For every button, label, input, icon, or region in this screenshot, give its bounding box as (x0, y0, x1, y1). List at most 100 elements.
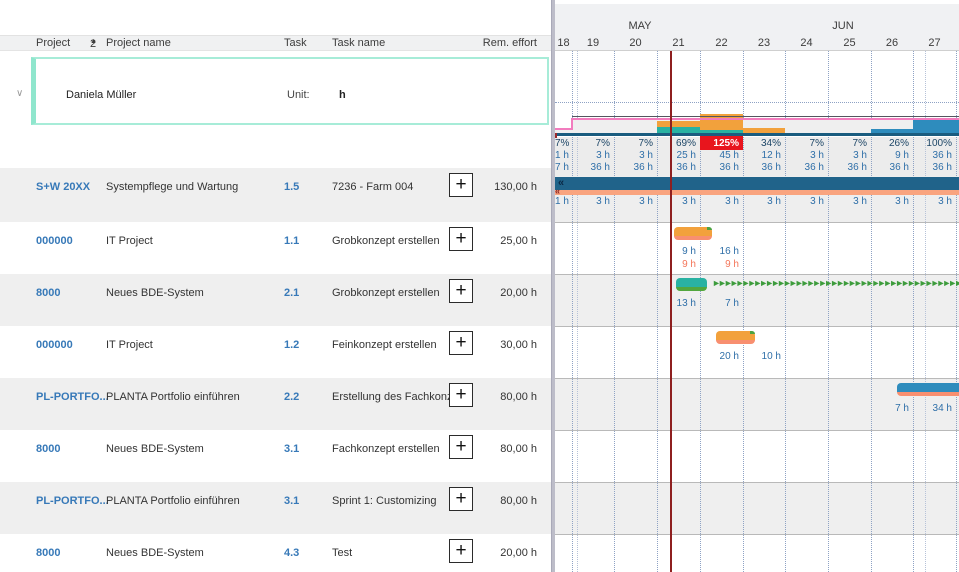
gantt-bar-task-2-2[interactable] (897, 383, 959, 396)
project-id-link[interactable]: 8000 (36, 287, 61, 299)
task-number: 1.5 (284, 181, 300, 193)
task-number: 1.2 (284, 339, 300, 351)
project-name: PLANTA Portfolio einführen (106, 495, 240, 507)
gantt-row-bg (555, 378, 959, 430)
week-gridline (657, 51, 658, 572)
project-name: IT Project (106, 339, 153, 351)
week-gridline (871, 51, 872, 572)
remaining-effort: 80,00 h (500, 443, 537, 455)
task-name: Fachkonzept erstellen (332, 443, 440, 455)
remaining-effort: 20,00 h (500, 287, 537, 299)
task-week-hours: 34 h (932, 403, 952, 414)
task-week-hours: 9 h (682, 246, 696, 257)
task-week-baseline-hours: 9 h (725, 259, 739, 270)
column-header-project-name[interactable]: Project name (106, 37, 171, 49)
week-capacity-hours: 36 h (719, 162, 739, 173)
gantt-bar-task-2-1[interactable] (676, 278, 707, 291)
capacity-line-pink-low (555, 128, 572, 130)
gantt-bar-task-1-1[interactable] (674, 227, 712, 240)
task-number: 2.1 (284, 287, 300, 299)
row-separator (555, 482, 959, 483)
bar-continues-left-icon: « (558, 177, 565, 189)
histogram-base-start-tick (555, 133, 557, 138)
project-id-link[interactable]: 8000 (36, 443, 61, 455)
pane-splitter[interactable] (551, 0, 555, 572)
timescale-week: 27 (928, 37, 941, 49)
timescale-month: JUN (832, 20, 854, 32)
project-id-link[interactable]: PL-PORTFO... (36, 495, 109, 507)
histogram-values-band (555, 137, 959, 176)
task-week-hours: 20 h (719, 351, 739, 362)
week-load-hours: 36 h (932, 150, 952, 161)
task-week-hours: 7 h (725, 298, 739, 309)
project-id-link[interactable]: PL-PORTFO... (36, 391, 109, 403)
gantt-bar-task-1-2[interactable] (716, 331, 755, 344)
timescale-header[interactable] (555, 4, 959, 51)
week-task-hours: 1 h (555, 196, 569, 207)
histogram-load-blue (913, 118, 959, 133)
table-row: PL-PORTFO... PLANTA Portfolio einführen … (0, 378, 551, 430)
expand-assignments-button[interactable]: + (449, 383, 473, 407)
expand-assignments-button[interactable]: + (449, 331, 473, 355)
column-header-rem-effort[interactable]: Rem. effort (482, 37, 537, 49)
project-name: Systempflege und Wartung (106, 181, 239, 193)
week-capacity-hours: 36 h (932, 162, 952, 173)
histogram-load-teal (657, 127, 700, 133)
capacity-line-step (571, 118, 573, 130)
expand-assignments-button[interactable]: + (449, 539, 473, 563)
table-row: 000000 IT Project 1.2 Feinkonzept erstel… (0, 326, 551, 378)
expand-assignments-button[interactable]: + (449, 173, 473, 197)
week-task-hours: 3 h (725, 196, 739, 207)
gantt-bar-task-sw-1-5[interactable] (555, 177, 959, 190)
week-capacity-hours: 7 h (555, 162, 569, 173)
histogram-load-blue (871, 129, 913, 133)
resource-row-dotted-line (555, 102, 959, 103)
week-capacity-hours: 36 h (590, 162, 610, 173)
week-gridline (785, 51, 786, 572)
task-name: Erstellung des Fachkonz... (332, 391, 449, 403)
week-gridline (572, 51, 573, 572)
row-separator (555, 534, 959, 535)
column-header-task[interactable]: Task (284, 37, 307, 49)
timescale-week: 24 (800, 37, 813, 49)
row-separator (555, 430, 959, 431)
gantt-baseline-task-sw-1-5 (555, 190, 959, 195)
column-header-project[interactable]: Project (36, 37, 71, 49)
project-id-link[interactable]: S+W 20XX (36, 181, 91, 193)
week-utilization-pct: 7% (638, 138, 653, 149)
remaining-effort: 20,00 h (500, 547, 537, 559)
project-id-link[interactable]: 000000 (36, 339, 73, 351)
task-name: Sprint 1: Customizing (332, 495, 437, 507)
dependency-arrows: ►►►►►►►►►►►►►►►►►►►►►►►►►►►►►►►►►►►►►►►►… (712, 278, 959, 288)
expand-assignments-button[interactable]: + (449, 435, 473, 459)
project-id-link[interactable]: 8000 (36, 547, 61, 559)
expand-assignments-button[interactable]: + (449, 279, 473, 303)
resource-row-card[interactable]: Daniela Müller Unit: h (31, 57, 549, 125)
unit-value: h (339, 89, 346, 101)
project-id-link[interactable]: 000000 (36, 235, 73, 247)
task-number: 4.3 (284, 547, 300, 559)
timescale-week: 26 (885, 37, 899, 49)
week-gridline (743, 51, 744, 572)
histogram-base-load-strip (555, 133, 959, 136)
row-separator (555, 378, 959, 379)
week-task-hours: 3 h (853, 196, 867, 207)
week-utilization-pct: 34% (760, 138, 781, 149)
expand-assignments-button[interactable]: + (449, 227, 473, 251)
link-start-marker (750, 331, 755, 334)
timescale-week: 20 (629, 37, 642, 49)
task-week-hours: 16 h (719, 246, 739, 257)
collapse-resource-chevron-icon[interactable]: ∨ (16, 88, 24, 99)
week-capacity-hours: 36 h (804, 162, 824, 173)
table-row: 8000 Neues BDE-System 3.1 Fachkonzept er… (0, 430, 551, 482)
table-row: 8000 Neues BDE-System 2.1 Grobkonzept er… (0, 274, 551, 326)
histogram-free-capacity (555, 130, 572, 133)
week-load-hours: 12 h (761, 150, 781, 161)
week-task-hours: 3 h (938, 196, 952, 207)
column-header-task-name[interactable]: Task name (332, 37, 386, 49)
week-load-hours: 3 h (853, 150, 867, 161)
expand-assignments-button[interactable]: + (449, 487, 473, 511)
histogram-load-orange (743, 128, 785, 133)
week-utilization-pct: 26% (888, 138, 909, 149)
